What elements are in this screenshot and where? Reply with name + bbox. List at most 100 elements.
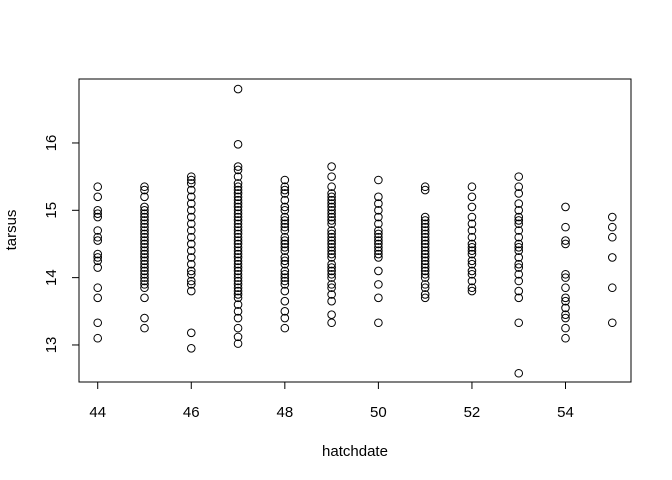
data-point — [327, 219, 336, 229]
data-point — [420, 182, 430, 192]
data-point — [327, 243, 336, 252]
data-point — [280, 185, 290, 195]
data-point — [93, 283, 103, 293]
data-point — [561, 333, 570, 343]
data-point — [374, 175, 383, 185]
data-point — [233, 206, 243, 215]
data-point — [93, 182, 103, 192]
data-point — [233, 256, 243, 266]
data-point — [233, 185, 243, 195]
data-point — [514, 253, 524, 262]
data-point — [233, 189, 243, 198]
data-point — [280, 206, 290, 215]
data-point — [514, 226, 524, 235]
data-point — [514, 239, 524, 249]
data-point — [233, 269, 243, 279]
data-point — [374, 243, 383, 252]
data-point — [467, 182, 477, 192]
data-point — [420, 259, 430, 269]
y-tick-label: 15 — [43, 202, 60, 219]
data-point — [607, 232, 617, 242]
data-point — [561, 273, 570, 282]
data-point — [327, 263, 336, 272]
data-point — [93, 236, 103, 245]
data-point — [374, 199, 383, 208]
data-point — [561, 323, 570, 333]
data-point — [233, 249, 243, 259]
data-point — [93, 249, 103, 259]
data-point — [514, 263, 524, 272]
x-tick-label: 52 — [464, 404, 481, 421]
data-points — [93, 84, 617, 378]
data-point — [280, 280, 290, 289]
data-point — [607, 222, 617, 232]
data-point — [233, 266, 243, 276]
data-point — [140, 256, 149, 266]
data-point — [140, 229, 149, 239]
data-point — [327, 253, 336, 262]
data-point — [140, 192, 149, 202]
data-point — [420, 185, 430, 195]
data-point — [233, 229, 243, 239]
data-point — [280, 266, 290, 276]
data-point — [561, 313, 570, 323]
data-point — [233, 243, 243, 252]
data-point — [374, 212, 383, 222]
data-point — [280, 246, 290, 255]
y-tick-label: 16 — [43, 135, 60, 152]
data-point — [561, 236, 570, 245]
data-point — [467, 232, 477, 242]
data-point — [233, 195, 243, 205]
data-point — [280, 256, 290, 266]
data-point — [140, 263, 149, 272]
data-point — [374, 226, 383, 235]
data-point — [280, 219, 290, 229]
data-point — [561, 239, 570, 249]
plot-frame — [78, 78, 632, 383]
data-point — [233, 239, 243, 249]
data-point — [140, 323, 149, 333]
data-point — [280, 259, 290, 269]
data-point — [514, 219, 524, 229]
data-point — [186, 276, 196, 286]
data-point — [140, 216, 149, 225]
data-point — [140, 273, 149, 282]
data-point — [327, 216, 336, 225]
data-point — [467, 226, 477, 235]
data-point — [93, 333, 103, 343]
data-point — [233, 212, 243, 222]
data-point — [140, 236, 149, 245]
data-point — [233, 162, 243, 171]
data-point — [186, 219, 196, 229]
data-point — [280, 276, 290, 286]
data-point — [233, 236, 243, 245]
data-point — [280, 175, 290, 185]
data-point — [374, 206, 383, 215]
data-point — [327, 290, 336, 299]
data-point — [420, 229, 430, 239]
data-point — [374, 236, 383, 245]
data-point — [420, 273, 430, 282]
data-point — [420, 212, 430, 222]
data-point — [186, 179, 196, 188]
data-point — [280, 216, 290, 225]
data-point — [233, 226, 243, 235]
data-point — [233, 172, 243, 181]
data-point — [280, 212, 290, 222]
data-point — [186, 280, 196, 289]
data-point — [140, 226, 149, 235]
data-point — [280, 232, 290, 242]
data-point — [467, 192, 477, 202]
data-point — [561, 310, 570, 319]
data-point — [514, 182, 524, 192]
data-point — [467, 286, 477, 296]
data-point — [514, 293, 524, 303]
data-point — [280, 195, 290, 205]
data-point — [280, 313, 290, 323]
data-point — [93, 263, 103, 272]
data-point — [93, 256, 103, 266]
data-point — [93, 318, 103, 328]
data-point — [327, 189, 336, 198]
data-point — [420, 290, 430, 299]
data-point — [233, 246, 243, 255]
